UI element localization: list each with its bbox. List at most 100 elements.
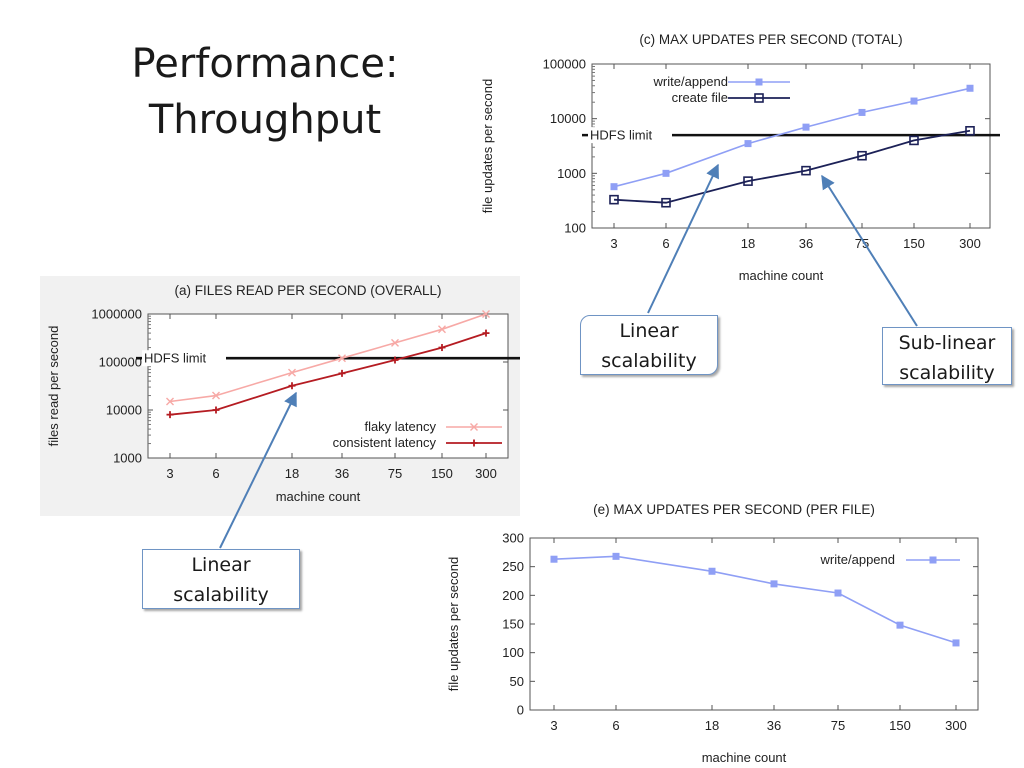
callout-linear-scalability-c: Linear scalability [580,315,718,375]
chart-c-point-1-0 [609,194,619,205]
chart-e-title: (e) MAX UPDATES PER SECOND (PER FILE) [593,502,875,517]
chart-c-point-1-2 [743,176,753,186]
chart-e-ytick-label-4: 200 [502,588,524,603]
chart-a-point-1-0 [166,411,174,419]
chart-c-plot-frame [591,63,991,229]
chart-c-point-1-6 [965,125,975,136]
callout-a-linear-line-1: Linear [191,554,251,576]
chart-a-point-0-1-b [212,391,220,400]
chart-a-point-0-6-b [482,310,490,318]
chart-max-updates-total: (c) MAX UPDATES PER SECOND (TOTAL) 100 100… [470,26,1000,294]
chart-e-ytick-label-2: 100 [502,645,524,660]
chart-a-xtick-label-3: 36 [335,466,349,481]
slide-title: Performance: Throughput [90,36,440,148]
chart-c-point-0-2 [744,140,752,148]
callout-c-sublinear-line-1: Sub-linear [898,332,996,354]
chart-c-point-0-3 [802,123,810,131]
chart-a-xtick-label-2: 18 [285,466,299,481]
chart-a-point-1-4 [391,356,399,364]
chart-c-hdfs-limit-bg [588,127,672,144]
chart-a-legend-marker-0 [470,423,478,431]
chart-e-xtick-label-1: 6 [612,718,619,733]
chart-e-ytick-label-0: 0 [517,703,524,718]
slide-title-line-2: Throughput [148,97,382,143]
chart-c-legend-marker-0 [755,78,763,86]
chart-a-point-0-4-b [391,338,399,347]
chart-a-hdfs-limit-bg [142,350,226,367]
chart-a-xtick-label-4: 75 [388,466,402,481]
chart-a-point-0-5-b [438,325,446,334]
chart-e-xtick-label-4: 75 [831,718,845,733]
chart-a-point-1-6 [482,329,490,337]
chart-c-legend-label-0: write/append [653,74,728,89]
chart-c-ytick-label-2: 10000 [550,111,586,126]
chart-c-point-0-0 [610,183,618,191]
chart-e-ytick-label-6: 300 [502,531,524,546]
chart-c-xtick-label-5: 150 [903,236,925,251]
chart-e-point-0-4 [834,589,842,597]
chart-a-point-1-5 [438,344,446,352]
chart-e-ytick-label-1: 50 [510,674,524,689]
chart-c-xtick-label-4: 75 [855,236,869,251]
chart-a-point-1-3 [338,369,346,377]
chart-a-point-0-2 [288,368,296,377]
chart-a-xlabel: machine count [276,489,361,504]
chart-a-hdfs-limit-label: HDFS limit [144,351,206,366]
slide-title-line-1: Performance: [131,41,399,87]
chart-c-xtick-label-0: 3 [610,236,617,251]
chart-a-ytick-label-3: 1000000 [91,307,142,322]
chart-a-point-0-3 [338,354,346,363]
chart-a-legend-marker-0-b [470,423,478,431]
chart-a-svg: (a) FILES READ PER SECOND (OVERALL) 1000 1… [46,283,520,504]
chart-a-point-0-5 [438,325,446,334]
chart-e-point-0-3 [770,580,778,588]
chart-c-xtick-label-3: 36 [799,236,813,251]
chart-a-ytick-label-0: 1000 [113,451,142,466]
chart-a-ylabel: files read per second [46,326,61,447]
chart-e-xtick-label-6: 300 [945,718,967,733]
chart-a-point-1-2 [288,382,296,390]
chart-c-xtick-label-2: 18 [741,236,755,251]
chart-e-ylabel: file updates per second [446,557,461,691]
chart-a-point-0-6 [482,310,490,318]
chart-a-point-0-0-b [166,397,174,406]
chart-c-point-1-5 [909,135,919,146]
chart-c-title: (c) MAX UPDATES PER SECOND (TOTAL) [639,32,902,47]
callout-linear-scalability-a: Linear scalability [142,549,300,609]
chart-c-xtick-label-6: 300 [959,236,981,251]
chart-e-point-0-1 [612,552,620,560]
chart-a-point-0-2-b [288,368,296,377]
chart-a-legend-label-1: consistent latency [333,435,437,450]
chart-e-ytick-label-3: 150 [502,617,524,632]
chart-c-point-0-5 [910,97,918,105]
chart-a-ytick-label-2: 100000 [99,355,142,370]
chart-e-xlabel: machine count [702,750,787,765]
chart-a-point-0-3-b [338,354,346,363]
chart-e-point-0-6 [952,639,960,647]
chart-a-xtick-label-6: 300 [475,466,497,481]
chart-a-title: (a) FILES READ PER SECOND (OVERALL) [174,283,441,298]
chart-c-ytick-label-1: 1000 [557,166,586,181]
chart-a-point-0-1 [212,391,220,400]
chart-e-point-0-5 [896,621,904,629]
callout-c-linear-line-1: Linear [619,320,679,342]
chart-max-updates-per-file: (e) MAX UPDATES PER SECOND (PER FILE) 0 50… [440,492,1000,768]
chart-c-legend-label-1: create file [672,90,728,105]
callout-sublinear-scalability: Sub-linear scalability [882,327,1012,385]
chart-c-hdfs-limit-label: HDFS limit [590,128,652,143]
chart-e-xtick-label-3: 36 [767,718,781,733]
chart-a-plot-frame [147,313,509,459]
chart-a-ytick-label-1: 10000 [106,403,142,418]
chart-e-plot-frame [529,537,979,711]
chart-c-ylabel: file updates per second [480,79,495,213]
callout-c-sublinear-line-2: scalability [899,362,995,384]
chart-e-svg: (e) MAX UPDATES PER SECOND (PER FILE) 0 50… [446,502,979,765]
chart-c-xtick-label-1: 6 [662,236,669,251]
chart-a-point-1-1 [212,406,220,414]
chart-e-legend-marker-0 [929,556,937,564]
chart-c-point-1-3 [801,165,811,176]
chart-a-xtick-label-1: 6 [212,466,219,481]
chart-e-point-0-0 [550,555,558,563]
chart-e-xtick-label-5: 150 [889,718,911,733]
chart-c-point-0-6 [966,84,974,92]
